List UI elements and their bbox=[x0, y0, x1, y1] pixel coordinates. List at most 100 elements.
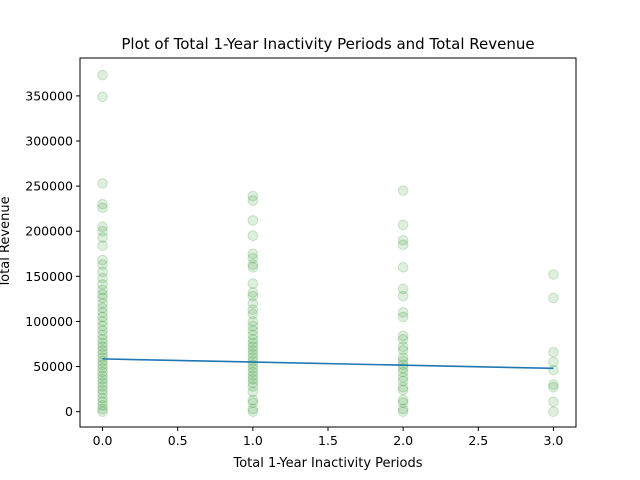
scatter-point bbox=[548, 269, 559, 280]
scatter-point bbox=[97, 341, 108, 353]
scatter-point bbox=[97, 329, 108, 341]
scatter-point bbox=[247, 308, 259, 320]
scatter-point bbox=[397, 406, 409, 417]
scatter-point bbox=[397, 239, 409, 251]
scatter-point bbox=[247, 397, 259, 408]
scatter-point bbox=[97, 337, 108, 349]
scatter-point bbox=[397, 384, 409, 396]
scatter-point bbox=[247, 195, 259, 206]
scatter-point bbox=[247, 403, 259, 415]
scatter-point bbox=[247, 325, 259, 336]
x-axis-ticks: 0.0 0.5 1.0 1.5 2.0 2.5 3.0 bbox=[93, 427, 564, 448]
scatter-point bbox=[97, 352, 108, 363]
y-axis-label: Total Revenue bbox=[0, 196, 13, 288]
y-tick-label: 100000 bbox=[25, 314, 73, 329]
scatter-point bbox=[97, 348, 108, 360]
scatter-point bbox=[97, 292, 108, 304]
scatter-point bbox=[97, 198, 108, 210]
scatter-point bbox=[548, 396, 559, 408]
scatter-point bbox=[97, 202, 108, 214]
scatter-point bbox=[397, 307, 409, 318]
scatter-point bbox=[397, 283, 409, 295]
scatter-point bbox=[397, 375, 409, 387]
x-axis-label: Total 1-Year Inactivity Periods bbox=[232, 456, 422, 471]
scatter-point bbox=[548, 364, 559, 376]
scatter-point bbox=[97, 259, 108, 270]
scatter-point bbox=[97, 272, 108, 284]
scatter-point bbox=[247, 337, 259, 349]
x-tick-label: 3.0 bbox=[544, 433, 564, 448]
scatter-point bbox=[247, 370, 259, 381]
scatter-point bbox=[97, 298, 108, 309]
scatter-point bbox=[97, 359, 108, 371]
scatter-point bbox=[247, 394, 259, 406]
scatter-point bbox=[97, 345, 108, 356]
scatter-point bbox=[97, 406, 108, 417]
scatter-point bbox=[97, 400, 108, 411]
scatter-point bbox=[397, 403, 409, 415]
scatter-point bbox=[397, 382, 409, 393]
scatter-point bbox=[247, 252, 259, 264]
scatter-point bbox=[397, 262, 409, 273]
x-tick-label: 2.5 bbox=[468, 433, 488, 448]
scatter-point bbox=[97, 396, 108, 408]
scatter-points bbox=[97, 69, 559, 417]
scatter-point bbox=[97, 381, 108, 392]
scatter-point bbox=[397, 219, 409, 231]
scatter-point bbox=[548, 379, 559, 390]
scatter-point bbox=[397, 234, 409, 246]
scatter-point bbox=[247, 329, 259, 341]
scatter-point bbox=[397, 334, 409, 345]
scatter-point bbox=[97, 392, 108, 404]
scatter-point bbox=[247, 262, 259, 273]
x-tick-label: 1.0 bbox=[243, 433, 263, 448]
scatter-point bbox=[97, 302, 108, 314]
scatter-point bbox=[247, 298, 259, 309]
scatter-point bbox=[97, 325, 108, 336]
scatter-point bbox=[247, 320, 259, 332]
y-tick-label: 350000 bbox=[25, 88, 73, 103]
scatter-point bbox=[548, 382, 559, 393]
scatter-point bbox=[97, 366, 108, 378]
scatter-point bbox=[247, 406, 259, 417]
x-tick-label: 2.0 bbox=[393, 433, 413, 448]
scatter-point bbox=[97, 225, 108, 237]
y-tick-label: 50000 bbox=[33, 359, 73, 374]
scatter-point bbox=[247, 215, 259, 226]
scatter-point bbox=[247, 345, 259, 356]
scatter-point bbox=[97, 178, 108, 189]
scatter-point bbox=[247, 190, 259, 202]
scatter-point bbox=[397, 330, 409, 342]
trend-line bbox=[102, 358, 554, 370]
scatter-point bbox=[397, 372, 409, 383]
scatter-point bbox=[97, 266, 108, 278]
x-tick-label: 1.5 bbox=[318, 433, 338, 448]
scatter-point bbox=[247, 373, 259, 385]
scatter-point bbox=[397, 290, 409, 302]
scatter-point bbox=[97, 284, 108, 296]
scatter-point bbox=[97, 289, 108, 300]
scatter-point bbox=[247, 366, 259, 378]
scatter-point bbox=[97, 307, 108, 318]
scatter-point bbox=[247, 377, 259, 389]
scatter-point bbox=[247, 259, 259, 270]
scatter-point bbox=[548, 346, 559, 358]
scatter-point bbox=[247, 386, 259, 398]
y-tick-label: 300000 bbox=[25, 134, 73, 149]
scatter-point bbox=[548, 406, 559, 417]
scatter-point bbox=[97, 384, 108, 396]
plot-area-frame bbox=[79, 57, 577, 428]
scatter-point bbox=[97, 240, 108, 251]
scatter-point bbox=[97, 91, 108, 103]
scatter-point bbox=[247, 290, 259, 302]
scatter-point bbox=[397, 345, 409, 356]
scatter-point bbox=[247, 287, 259, 298]
scatter-point bbox=[247, 334, 259, 345]
scatter-point bbox=[97, 316, 108, 327]
scatter-point bbox=[97, 221, 108, 233]
scatter-point bbox=[97, 370, 108, 381]
scatter-point bbox=[247, 363, 259, 374]
scatter-point bbox=[247, 304, 259, 316]
scatter-point bbox=[397, 185, 409, 196]
